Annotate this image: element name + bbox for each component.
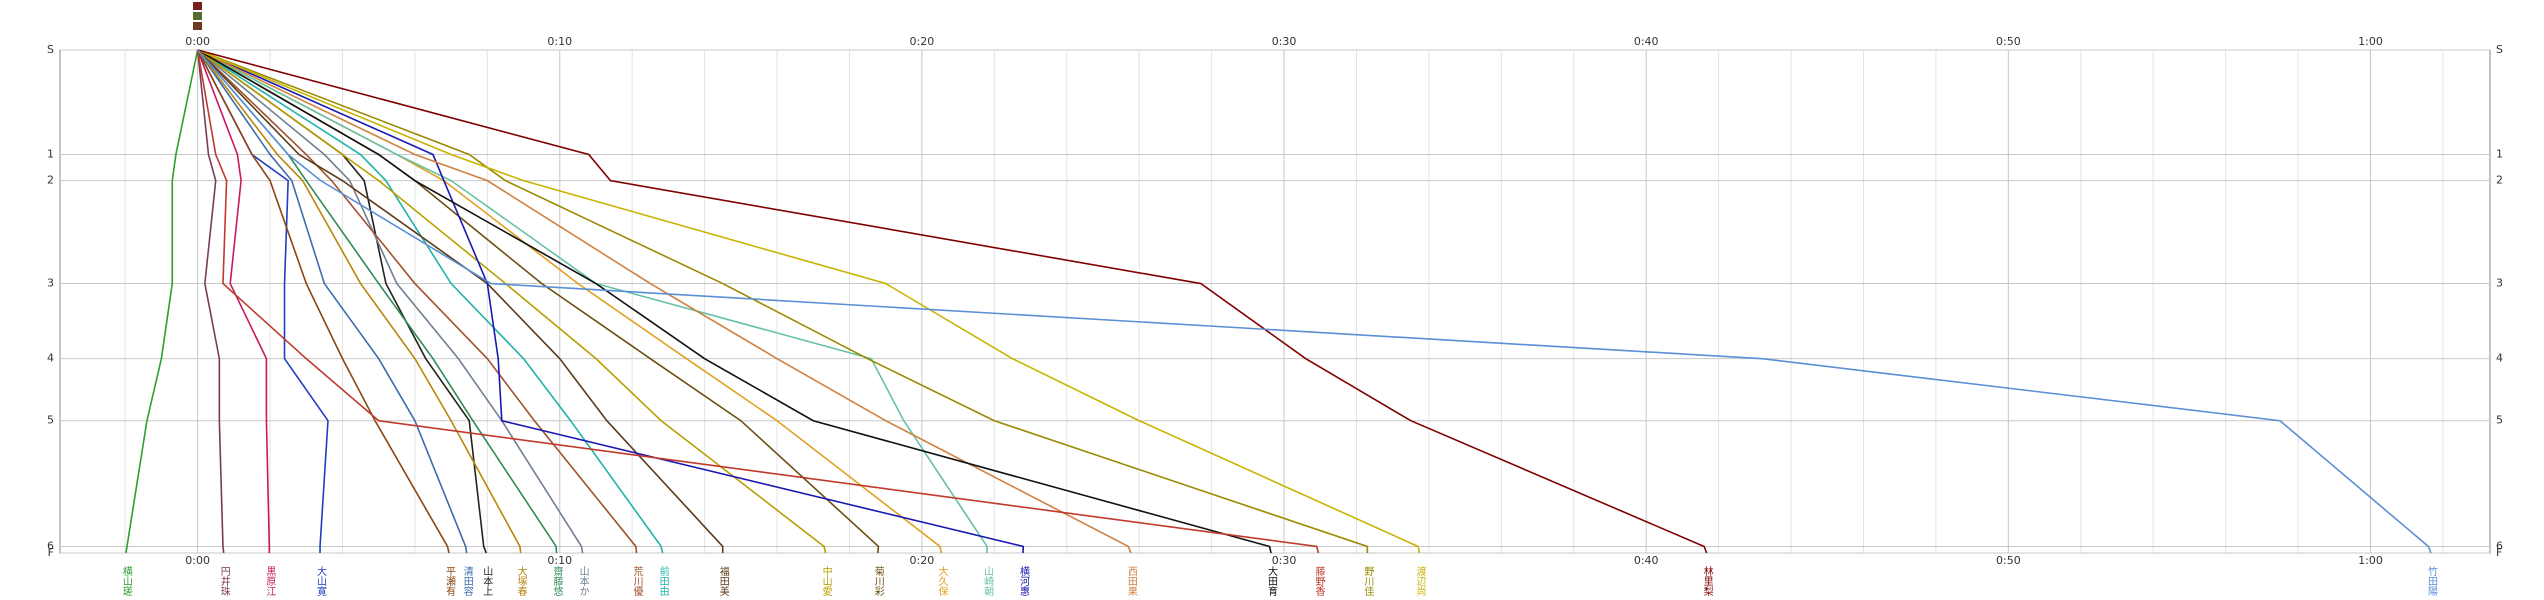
y-tick-label: S [2496,43,2503,56]
runner-name: 大田育 [1266,565,1278,597]
runner-line [197,49,1132,554]
y-tick-label: 3 [47,277,54,290]
start-marker [193,12,202,20]
runner-line [197,49,1708,554]
x-tick-label: 1:00 [2358,35,2383,48]
runner-name: 大山寛 [315,565,327,597]
runner-name: 林里梨 [1701,565,1713,597]
x-tick-label: 0:50 [1996,35,2021,48]
x-tick-label: 0:00 [185,35,210,48]
runner-line [197,49,584,554]
runner-line [197,49,664,554]
x-tick-label: 0:10 [547,554,572,567]
runner-name: 渡辺尚 [1414,565,1426,597]
runner-name: 黒原江 [264,566,276,596]
y-tick-label: 6 [2496,539,2503,552]
y-tick-label: 3 [2496,277,2503,290]
runner-name: 中山愛 [820,565,832,597]
runner-name: 円井珠 [218,566,230,597]
runner-line [197,49,1272,554]
start-marker [193,2,202,10]
y-tick-label: S [47,43,54,56]
runner-name: 山崎朝 [982,566,994,597]
runner-line [197,49,638,554]
y-tick-label: 5 [2496,414,2503,427]
runner-line [196,49,468,554]
y-tick-label: F [48,546,54,559]
x-tick-label: 0:00 [185,554,210,567]
x-tick-label: 1:00 [2358,554,2383,567]
runner-line [197,49,988,553]
runner-line [197,49,1369,553]
runner-name: 荒川優 [631,566,643,597]
runner-name: 大塚春 [515,565,527,597]
y-tick-label: 2 [2496,174,2503,187]
y-tick-label: F [2496,546,2502,559]
y-tick-label: 1 [2496,148,2503,161]
runner-line [196,49,450,554]
runner-line [197,49,1421,554]
runner-name: 西田果 [1125,566,1137,597]
runner-name: 横河惠 [1017,565,1029,596]
y-tick-label: 1 [47,148,54,161]
runner-name: 齋藤悠 [551,565,563,596]
runner-name: 山本か [577,566,589,596]
x-tick-label: 0:40 [1634,35,1659,48]
x-tick-label: 0:40 [1634,554,1659,567]
runner-line [197,49,827,554]
runner-name: 藤野香 [1313,566,1325,597]
runner-line [196,49,225,554]
runner-line [196,49,329,553]
runner-line [197,49,1025,554]
runner-name: 大久保 [936,565,948,597]
runner-name: 清田容 [461,565,473,597]
runner-name: 山本上 [481,566,493,596]
x-tick-label: 0:20 [910,554,935,567]
runner-name: 野川佳 [1362,566,1374,596]
runner-name: 菊川彩 [872,566,884,597]
runner-line [197,49,558,554]
plot-frame [59,49,2491,554]
start-marker [193,22,202,30]
y-tick-label: 2 [47,174,54,187]
x-tick-label: 0:30 [1272,554,1297,567]
runner-line [197,49,2432,554]
x-tick-label: 0:10 [547,35,572,48]
y-tick-label: 4 [2496,352,2503,365]
runner-line [125,49,199,554]
runner-name: 福田美 [717,565,729,597]
x-tick-label: 0:50 [1996,554,2021,567]
runner-name: 横山瑳 [120,565,132,596]
runner-line [197,49,724,553]
runner-line [196,49,1320,554]
runner-line [196,49,522,554]
runner-line [196,49,271,553]
x-tick-label: 0:30 [1272,35,1297,48]
x-tick-label: 0:20 [910,35,935,48]
y-tick-label: 4 [47,352,54,365]
y-tick-label: 6 [47,539,54,552]
runner-name: 平瀬有 [443,566,455,597]
y-tick-label: 5 [47,414,54,427]
runner-name: 竹田陽 [2425,565,2437,597]
runner-name: 前田由 [657,565,669,596]
